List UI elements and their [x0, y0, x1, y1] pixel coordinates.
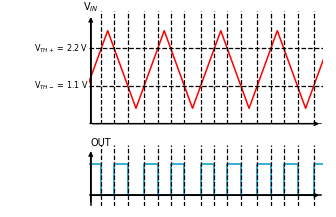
- Text: V$_{TH+}$ = 2.2 V: V$_{TH+}$ = 2.2 V: [34, 42, 88, 55]
- Text: V$_{IN}$: V$_{IN}$: [83, 0, 98, 14]
- Text: OUT: OUT: [91, 138, 111, 148]
- Text: V$_{TH-}$ = 1.1 V: V$_{TH-}$ = 1.1 V: [34, 80, 88, 92]
